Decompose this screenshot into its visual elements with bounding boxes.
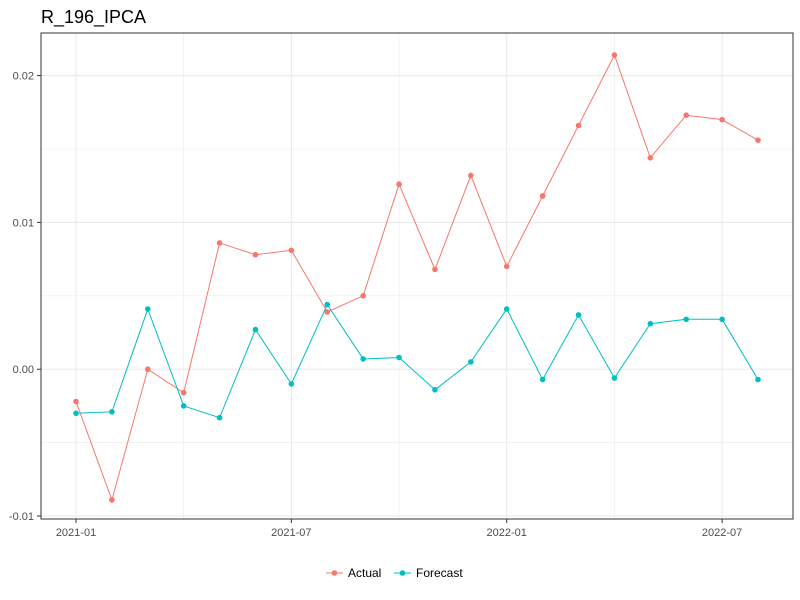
plot-border	[40, 32, 794, 520]
actual-data-point	[252, 251, 259, 258]
x-tick-label: 2022-01	[487, 527, 527, 539]
forecast-data-point	[360, 356, 366, 362]
y-tick-label: -0.01	[9, 511, 34, 523]
forecast-series-line	[75, 303, 759, 419]
y-tick-label: 0.02	[13, 71, 34, 83]
actual-data-point	[109, 497, 115, 503]
chart-title: R_196_IPCA	[41, 7, 146, 28]
y-tick-label: 0.01	[13, 217, 34, 229]
actual-series-line	[75, 53, 759, 502]
x-tick-label: 2022-07	[702, 527, 742, 539]
forecast-data-point	[755, 376, 761, 383]
forecast-data-point	[468, 359, 474, 365]
legend: Actual Forecast	[326, 566, 463, 580]
actual-data-point	[216, 240, 223, 246]
actual-data-point	[396, 181, 402, 188]
forecast-data-point	[503, 306, 510, 312]
forecast-data-point	[611, 375, 618, 381]
actual-data-point	[647, 155, 654, 161]
plot-panel	[41, 33, 793, 519]
x-tick-label: 2021-01	[56, 527, 96, 539]
forecast-data-point	[288, 381, 295, 387]
forecast-data-point	[396, 354, 402, 361]
actual-data-point	[575, 122, 582, 129]
forecast-legend-key-point	[399, 570, 406, 576]
forecast-data-point	[432, 386, 438, 393]
actual-data-point	[144, 366, 151, 373]
forecast-data-point	[575, 312, 582, 318]
actual-data-point	[539, 193, 546, 199]
actual-data-point	[468, 172, 474, 179]
actual-data-point	[432, 266, 438, 273]
forecast-data-point	[109, 409, 115, 415]
forecast-legend-label: Forecast	[416, 566, 463, 580]
actual-data-point	[755, 137, 761, 143]
actual-data-point	[683, 112, 690, 119]
x-tick-label: 2021-07	[271, 527, 311, 539]
actual-data-point	[324, 309, 331, 315]
forecast-data-point	[683, 316, 690, 323]
forecast-data-point	[216, 414, 223, 421]
forecast-data-point	[144, 306, 151, 312]
grid	[41, 33, 793, 519]
actual-data-point	[611, 52, 618, 58]
forecast-data-point	[719, 316, 725, 323]
actual-legend-label: Actual	[348, 566, 381, 580]
axes: -0.01 0.00 0.01 0.02 2021-01 2021-07 2022-01 20…	[9, 71, 742, 539]
actual-data-point	[288, 247, 295, 254]
forecast-data-point	[324, 301, 331, 308]
series-layer	[73, 52, 761, 503]
actual-data-point	[180, 389, 187, 396]
forecast-data-point	[252, 326, 259, 333]
actual-data-point	[73, 398, 79, 405]
forecast-data-point	[647, 320, 654, 327]
actual-data-point	[360, 293, 366, 299]
actual-data-point	[503, 263, 510, 270]
forecast-data-point	[73, 410, 79, 417]
actual-data-point	[719, 116, 725, 123]
forecast-data-point	[180, 403, 187, 409]
actual-legend-key-point	[331, 570, 338, 576]
y-tick-label: 0.00	[13, 364, 34, 376]
forecast-data-point	[539, 376, 546, 383]
